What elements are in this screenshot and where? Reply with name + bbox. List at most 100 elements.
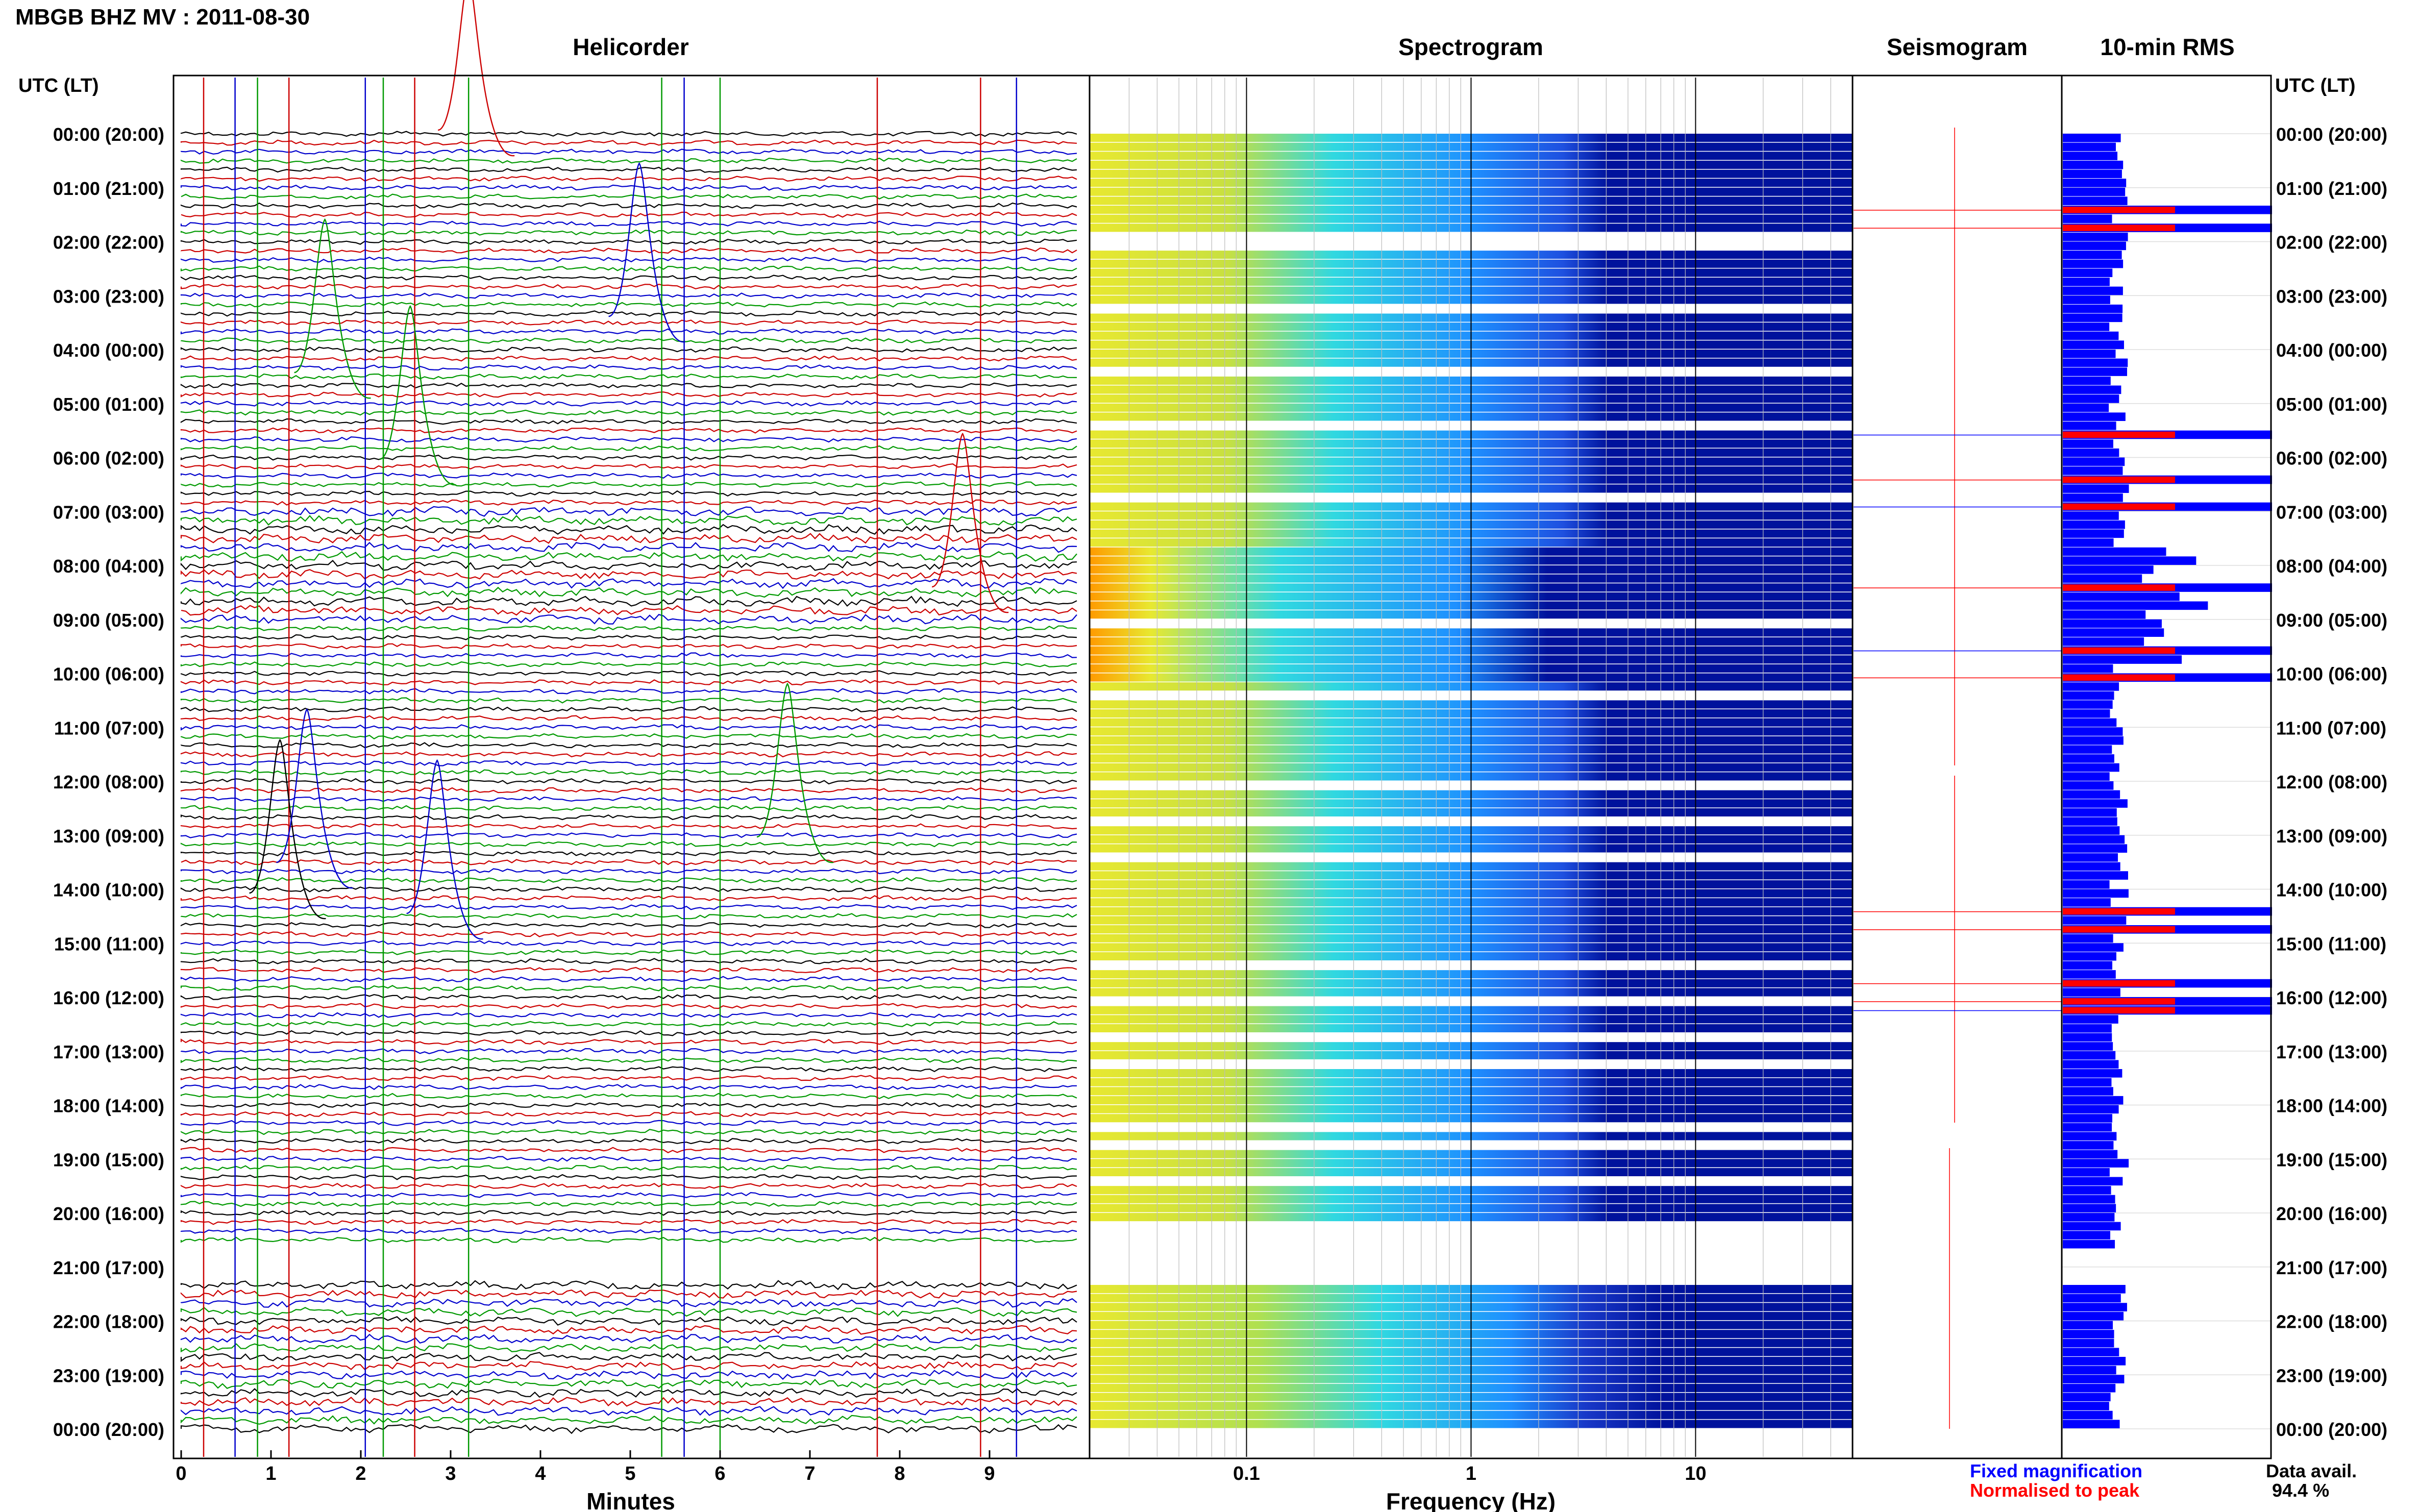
rms-peak-bar	[2063, 998, 2175, 1005]
rms-bar	[2063, 1348, 2119, 1356]
rms-bar	[2063, 448, 2119, 457]
x-tick-label: 8	[894, 1463, 905, 1484]
rms-bar	[2063, 152, 2118, 160]
rms-bar	[2063, 988, 2120, 997]
trace-line	[180, 697, 1077, 704]
rms-bar	[2063, 961, 2113, 970]
rms-bar	[2063, 529, 2124, 538]
rms-bar	[2063, 1204, 2116, 1212]
hour-label-right: 18:00 (14:00)	[2276, 1096, 2387, 1117]
rms-bar	[2063, 844, 2128, 853]
rms-bar	[2063, 457, 2125, 466]
rms-bar	[2063, 286, 2123, 295]
rms-bar	[2063, 214, 2112, 224]
trace-line	[180, 560, 1077, 571]
trace-line	[180, 805, 1077, 811]
rms-bar	[2063, 1402, 2109, 1410]
x-tick-label: 1	[265, 1463, 276, 1484]
rms-bar	[2063, 718, 2117, 727]
rms-bar	[2063, 1051, 2116, 1060]
trace-line	[180, 895, 1077, 902]
trace-line	[180, 985, 1077, 992]
rms-bar	[2063, 862, 2120, 871]
trace-line	[180, 940, 1077, 947]
trace-line	[180, 139, 1077, 146]
trace-line	[180, 1219, 1077, 1225]
hour-label-right: 02:00 (22:00)	[2276, 232, 2387, 253]
trace-line	[180, 760, 1077, 766]
hour-label-right: 05:00 (01:00)	[2276, 394, 2387, 415]
rms-bar	[2063, 331, 2119, 340]
rms-peak-bar	[2063, 207, 2175, 213]
trace-line	[180, 850, 1077, 857]
event-waveform	[379, 305, 456, 486]
rms-bar	[2063, 295, 2110, 304]
rms-bar	[2063, 1231, 2111, 1240]
rms-bar	[2063, 1123, 2112, 1132]
hour-label-right: 10:00 (06:00)	[2276, 664, 2387, 685]
rms-bar	[2063, 871, 2128, 880]
trace-line	[180, 1316, 1077, 1326]
rms-bar	[2063, 1357, 2126, 1366]
rms-bar	[2063, 1141, 2114, 1150]
trace-line	[180, 652, 1077, 659]
trace-line	[180, 1192, 1077, 1198]
hour-label-right: 11:00 (07:00)	[2276, 717, 2386, 738]
rms-bar	[2063, 1069, 2122, 1078]
trace-line	[180, 841, 1077, 848]
trace-line	[180, 436, 1077, 443]
event-waveform	[931, 432, 1009, 613]
hour-label-left: 10:00 (06:00)	[53, 664, 164, 685]
trace-line	[180, 1333, 1077, 1344]
rms-panel	[2061, 75, 2272, 1459]
hour-label-left: 07:00 (03:00)	[53, 502, 164, 523]
page-title: MBGB BHZ MV : 2011-08-30	[15, 5, 310, 30]
trace-line	[180, 337, 1077, 344]
hour-label-left: 18:00 (14:00)	[53, 1096, 164, 1117]
trace-line	[180, 832, 1077, 839]
rms-bar	[2063, 1114, 2112, 1123]
rms-bar	[2063, 520, 2125, 529]
hour-label-right: 14:00 (10:00)	[2276, 880, 2387, 901]
x-tick-label: 2	[355, 1463, 366, 1484]
helicorder-x-ticks: 0 1 2 3 4 5 6 7 8 9	[176, 1450, 995, 1484]
trace-line	[180, 742, 1077, 749]
rms-bar	[2063, 655, 2182, 664]
hour-label-right: 00:00 (20:00)	[2276, 1419, 2387, 1440]
rms-bar	[2063, 1366, 2116, 1375]
trace-line	[180, 319, 1077, 326]
hour-label-left: 02:00 (22:00)	[53, 232, 164, 253]
rms-bar	[2063, 403, 2109, 412]
x-tick-label: 5	[625, 1463, 635, 1484]
trace-line	[180, 382, 1077, 389]
rms-bar	[2063, 1033, 2112, 1042]
rms-bar	[2063, 1294, 2121, 1303]
helicorder-panel: 0 1 2 3 4 5 6 7 8 9	[172, 0, 1091, 1484]
hour-label-left: 22:00 (18:00)	[53, 1311, 164, 1332]
rms-bar	[2063, 1177, 2123, 1186]
minutes-axis-label: Minutes	[586, 1488, 675, 1512]
rms-bar	[2063, 1375, 2125, 1383]
trace-line	[180, 661, 1077, 667]
rms-bar	[2063, 241, 2126, 251]
trace-line	[180, 1352, 1077, 1362]
rms-bar	[2063, 1285, 2126, 1294]
hour-label-left: 00:00 (20:00)	[53, 124, 164, 145]
hour-label-left: 08:00 (04:00)	[53, 556, 164, 577]
hour-label-right: 13:00 (09:00)	[2276, 826, 2387, 847]
rms-bar	[2063, 700, 2113, 709]
hour-label-left: 15:00 (11:00)	[54, 933, 164, 954]
trace-line	[180, 679, 1077, 686]
rms-bar	[2063, 664, 2113, 673]
left-axis-label: UTC (LT)	[18, 75, 99, 96]
rms-bar	[2063, 763, 2119, 772]
trace-line	[180, 1093, 1077, 1099]
rms-bar	[2063, 682, 2119, 691]
trace-line	[180, 1164, 1077, 1171]
trace-line	[180, 391, 1077, 398]
rms-bar	[2063, 556, 2196, 565]
hour-label-right: 08:00 (04:00)	[2276, 556, 2387, 577]
rms-bar	[2063, 943, 2124, 952]
trace-line	[180, 506, 1077, 517]
trace-line	[180, 1075, 1077, 1081]
